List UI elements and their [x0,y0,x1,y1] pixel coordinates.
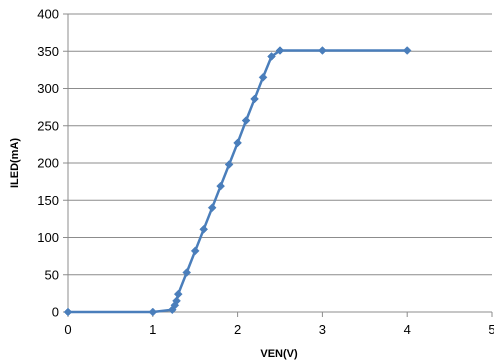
data-point-marker [402,46,412,55]
data-point-marker [258,72,268,82]
data-point-marker [318,46,327,55]
data-point-marker [173,289,183,299]
y-tick-label: 100 [37,230,59,245]
data-point-marker [63,307,73,317]
data-point-marker [275,46,285,55]
y-tick-labels: 0 50 100 150 200 250 300 350 400 [37,7,59,320]
y-axis-title: ILED(mA) [9,138,21,188]
data-point-marker [190,246,200,256]
data-point-marker [182,268,192,277]
x-axis-title: VEN(V) [260,348,298,360]
series-group [63,46,412,317]
x-tick-label: 2 [234,322,241,337]
y-tick-label: 350 [37,44,59,59]
data-point-marker [241,116,251,125]
data-point-marker [216,181,225,191]
data-point-marker [250,94,259,104]
data-point-marker [148,307,158,317]
y-tick-label: 150 [37,193,59,208]
data-point-marker [172,296,181,306]
x-tick-label: 5 [488,322,494,337]
data-point-marker [224,160,234,169]
x-tick-label: 1 [149,322,156,337]
data-point-marker [233,138,242,148]
y-tick-label: 200 [37,156,59,171]
y-tick-label: 50 [45,267,59,282]
y-tick-label: 400 [37,7,59,22]
data-point-marker [267,52,276,61]
data-point-marker [207,203,217,213]
x-tick-label: 3 [319,322,326,337]
y-tick-label: 300 [37,81,59,96]
y-tick-label: 250 [37,118,59,133]
x-tick-label: 0 [64,322,71,337]
gridlines [68,13,492,276]
y-tick-label: 0 [52,305,59,320]
x-tick-label: 4 [404,322,411,337]
x-tick-labels: 0 1 2 3 4 5 [64,322,494,337]
data-point-marker [199,224,209,234]
